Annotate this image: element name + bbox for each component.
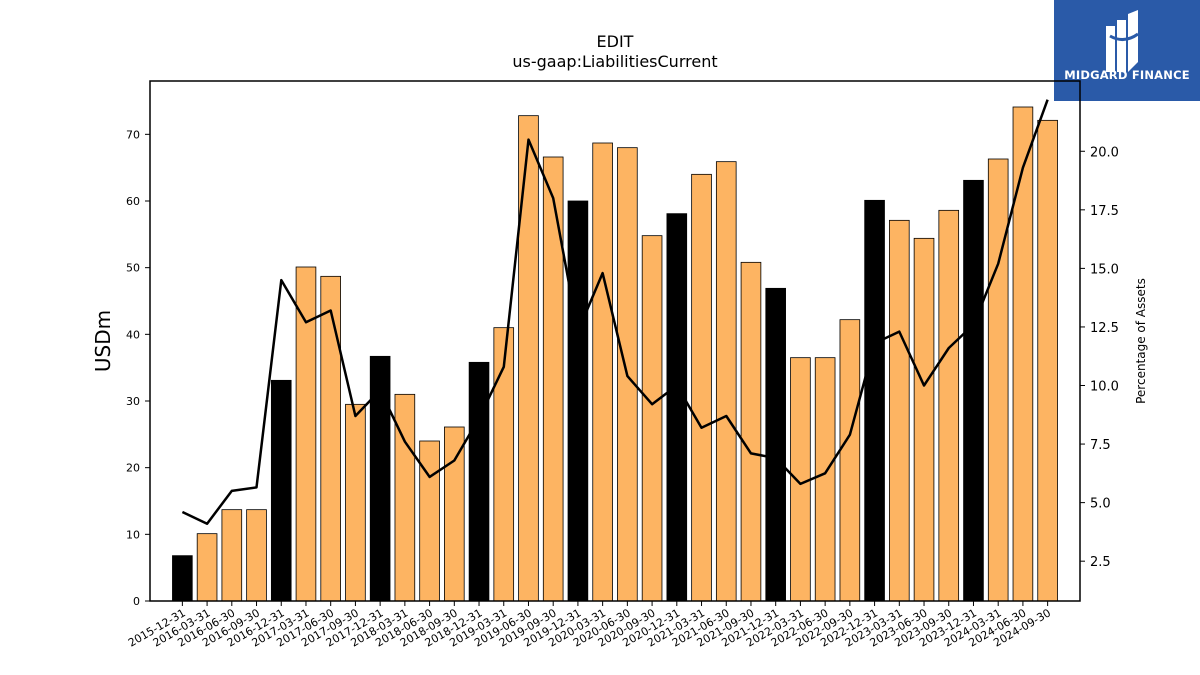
bar [938,209,960,602]
bar [567,200,589,602]
bar [1012,106,1034,602]
midgard-logo-icon [1106,10,1139,72]
series-line [181,99,1049,525]
bar [814,357,836,602]
y2-tick-label: 17.5 [1090,204,1119,219]
y2-tick-label: 2.5 [1090,555,1111,570]
bar [1037,119,1058,602]
bar [691,173,712,602]
bar [913,237,935,602]
y-tick-label: 70 [126,128,140,141]
chart-title: EDIT [596,32,634,51]
bar [444,426,465,602]
y-tick-label: 0 [133,595,140,608]
bar [542,156,564,602]
y-axis-label: USDm [91,310,115,372]
bar [320,275,341,602]
logo: MIDGARD FINANCE [1054,0,1200,101]
bar [740,261,762,602]
y2-tick-label: 7.5 [1090,438,1111,453]
bar [715,161,737,602]
bar [345,403,366,602]
plot-frame [149,80,1081,602]
bar [641,235,663,602]
bar [196,533,218,602]
y-tick-label: 40 [126,328,140,341]
bar [864,199,885,602]
logo-text: MIDGARD FINANCE [1064,68,1190,82]
bar [963,179,984,602]
y-tick-label: 20 [126,462,140,475]
bar [666,213,688,602]
y-tick-label: 60 [126,195,140,208]
y2-tick-label: 10.0 [1090,380,1119,395]
y2-tick-label: 15.0 [1090,262,1119,277]
y-tick-label: 30 [126,395,140,408]
bar [987,158,1009,602]
bar [270,379,292,602]
bar [246,509,267,602]
bar [889,219,910,602]
chart-subtitle: us-gaap:LiabilitiesCurrent [512,52,718,71]
y2-tick-label: 5.0 [1090,497,1111,512]
bar [172,555,193,602]
bar [790,357,811,602]
bar [765,287,786,602]
y2-tick-label: 12.5 [1090,321,1119,336]
y-tick-label: 10 [126,528,140,541]
bar [295,266,317,602]
y-tick-label: 50 [126,262,140,275]
bar [518,115,539,602]
bar [221,509,243,602]
y2-tick-label: 20.0 [1090,145,1119,160]
bar [839,319,861,602]
y2-axis-label: Percentage of Assets [1134,278,1148,404]
bar [592,142,613,602]
bar [468,361,490,602]
